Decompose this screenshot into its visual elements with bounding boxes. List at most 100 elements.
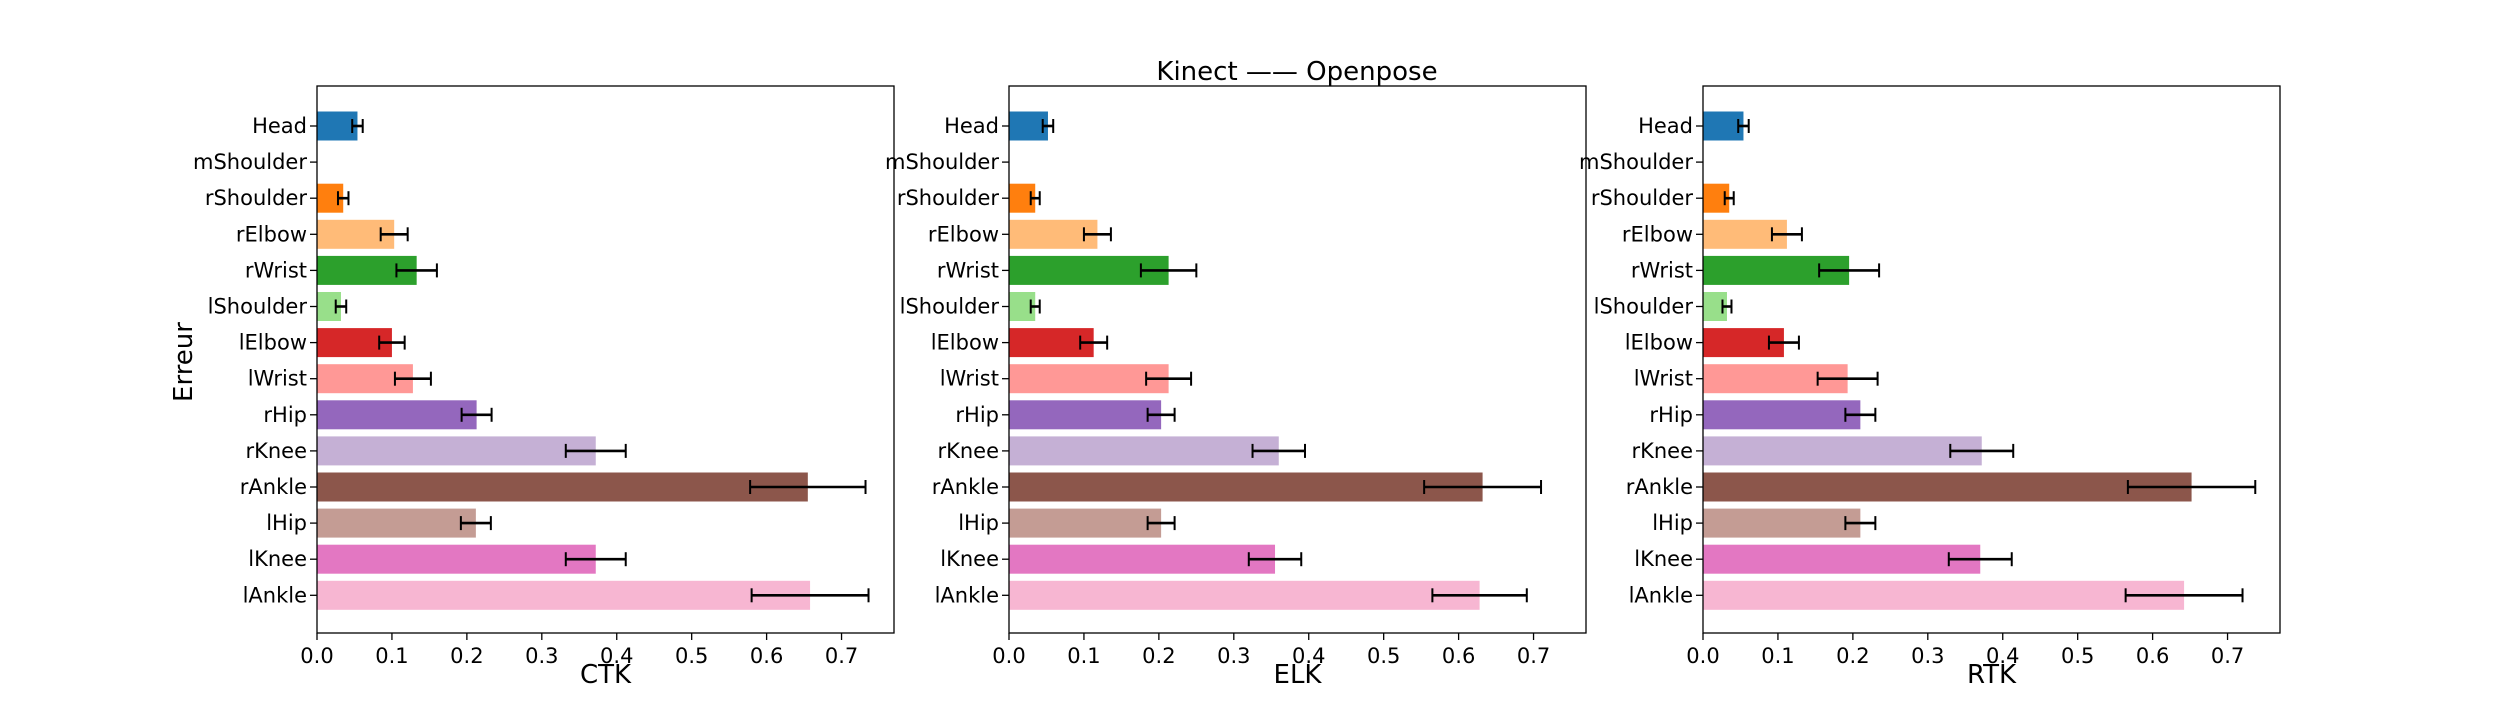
x-tick-label-0.7: 0.7 [1517,644,1550,668]
x-tick-label-0.4: 0.4 [1292,644,1325,668]
x-tick-label-0.1: 0.1 [375,644,408,668]
y-tick-label-lAnkle: lAnkle [243,583,307,607]
x-tick-label-0.5: 0.5 [1367,644,1400,668]
y-tick-label-lElbow: lElbow [1625,331,1693,355]
bar-rHip [317,400,477,430]
axes-frame [1008,85,1587,634]
x-axis-label: ELK [1274,660,1323,690]
y-tick-label-rElbow: rElbow [1622,222,1693,246]
y-tick-label-lHip: lHip [958,511,999,535]
bar-lShoulder [317,292,341,321]
y-tick-label-lKnee: lKnee [940,547,999,571]
y-tick-label-rElbow: rElbow [236,222,307,246]
y-tick-label-rAnkle: rAnkle [240,475,307,499]
bar-rAnkle [1009,472,1483,502]
x-tick-label-0.3: 0.3 [525,644,558,668]
x-tick-label-0.5: 0.5 [2061,644,2094,668]
x-tick-label-0.7: 0.7 [825,644,858,668]
y-tick-label-lShoulder: lShoulder [1594,295,1694,319]
y-tick-label-lElbow: lElbow [931,331,999,355]
bar-lAnkle [1703,580,2185,610]
y-tick-label-lHip: lHip [266,511,307,535]
y-tick-label-Head: Head [944,114,999,138]
bar-lShoulder [1703,292,1727,321]
y-tick-label-rShoulder: rShoulder [205,186,308,210]
x-tick-label-0.6: 0.6 [2136,644,2169,668]
y-tick-label-rHip: rHip [955,403,999,427]
figure-ylabel: Erreur [169,322,199,402]
x-tick-label-0.3: 0.3 [1217,644,1250,668]
x-tick-label-0.2: 0.2 [1836,644,1869,668]
chart-panel-elk: Head mShoulder rShoulder rElbow rWrist lShoul… [885,85,1587,690]
bar-rAnkle [317,472,808,502]
bar-lKnee [1009,544,1276,574]
chart-panel-rtk: Head mShoulder rShoulder rElbow rWrist lShoul… [1579,85,2281,690]
y-tick-label-rKnee: rKnee [937,439,999,463]
bar-rKnee [1703,436,1982,466]
x-tick-label-0.5: 0.5 [675,644,708,668]
bar-rHip [1703,400,1861,430]
bar-rHip [1009,400,1162,430]
y-tick-label-lAnkle: lAnkle [1629,583,1693,607]
bar-lHip [317,508,476,538]
y-tick-label-rAnkle: rAnkle [932,475,999,499]
x-tick-label-0.6: 0.6 [750,644,783,668]
bar-rAnkle [1703,472,2192,502]
y-tick-label-mShoulder: mShoulder [193,150,307,174]
chart-panel-ctk: Head mShoulder rShoulder rElbow rWrist lShoul… [193,85,895,690]
bar-lKnee [317,544,596,574]
figure-suptitle: Kinect —— Openpose [1156,57,1437,87]
y-tick-label-rKnee: rKnee [1631,439,1693,463]
x-tick-label-0.0: 0.0 [300,644,333,668]
y-tick-label-rShoulder: rShoulder [897,186,1000,210]
y-tick-label-lWrist: lWrist [940,367,999,391]
y-tick-label-rWrist: rWrist [1631,258,1693,282]
x-tick-label-0.0: 0.0 [992,644,1025,668]
bar-lAnkle [1009,580,1480,610]
bar-lAnkle [317,580,811,610]
y-tick-label-Head: Head [1638,114,1693,138]
axes-frame [1702,85,2281,634]
bar-Head [1009,111,1048,141]
x-tick-label-0.6: 0.6 [1442,644,1475,668]
x-tick-label-0.1: 0.1 [1067,644,1100,668]
y-tick-label-lShoulder: lShoulder [208,295,308,319]
bar-lHip [1703,508,1861,538]
bar-Head [1703,111,1744,141]
y-tick-label-lWrist: lWrist [248,367,307,391]
y-tick-label-lElbow: lElbow [239,331,307,355]
y-tick-label-rElbow: rElbow [928,222,999,246]
bar-lKnee [1703,544,1981,574]
y-tick-label-rKnee: rKnee [245,439,307,463]
y-tick-label-rWrist: rWrist [937,258,999,282]
y-tick-label-Head: Head [252,114,307,138]
x-axis-label: CTK [580,660,632,690]
y-tick-label-lShoulder: lShoulder [900,295,1000,319]
chart-panels: Head mShoulder rShoulder rElbow rWrist lShoul… [193,85,2281,690]
x-tick-label-0.2: 0.2 [1142,644,1175,668]
bar-rElbow [1009,219,1098,249]
bar-rKnee [1009,436,1279,466]
bar-rKnee [317,436,596,466]
y-tick-label-rWrist: rWrist [245,258,307,282]
y-tick-label-rHip: rHip [263,403,307,427]
y-tick-label-lAnkle: lAnkle [935,583,999,607]
x-tick-label-0.4: 0.4 [1986,644,2019,668]
x-tick-label-0.4: 0.4 [600,644,633,668]
y-tick-label-rHip: rHip [1649,403,1693,427]
y-tick-label-lWrist: lWrist [1634,367,1693,391]
y-tick-label-mShoulder: mShoulder [885,150,999,174]
x-tick-label-0.7: 0.7 [2211,644,2244,668]
y-tick-label-lHip: lHip [1652,511,1693,535]
y-tick-label-lKnee: lKnee [248,547,307,571]
y-tick-label-rAnkle: rAnkle [1626,475,1693,499]
x-tick-label-0.2: 0.2 [450,644,483,668]
x-axis-label: RTK [1967,660,2017,690]
y-tick-label-mShoulder: mShoulder [1579,150,1693,174]
x-tick-label-0.3: 0.3 [1911,644,1944,668]
x-tick-label-0.1: 0.1 [1761,644,1794,668]
bar-Head [317,111,358,141]
axes-frame [316,85,895,634]
